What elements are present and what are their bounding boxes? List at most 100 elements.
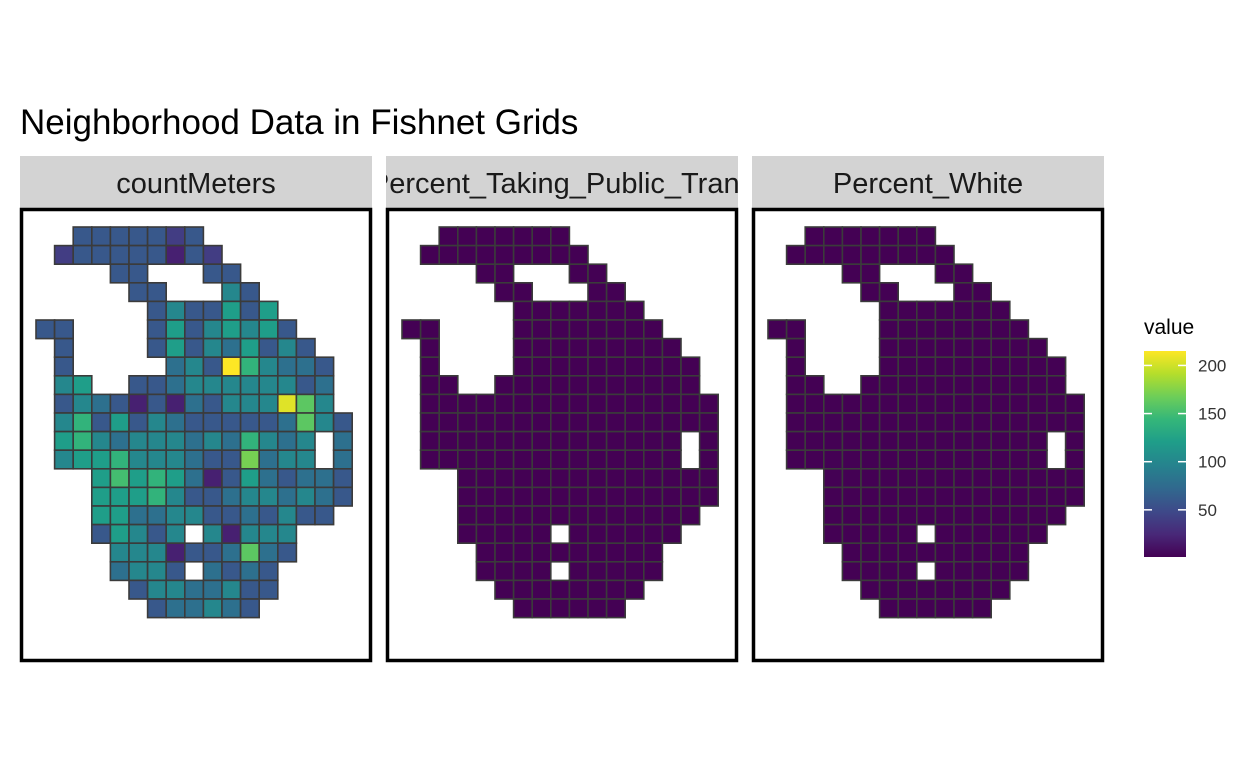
grid-cell	[878, 319, 899, 340]
grid-cell	[239, 393, 261, 414]
grid-cell	[785, 319, 806, 340]
grid-cell	[878, 244, 899, 266]
grid-cell	[531, 319, 552, 340]
grid-cell	[804, 374, 825, 396]
grid-cell	[276, 374, 298, 396]
grid-cell	[698, 449, 719, 470]
grid-cell	[934, 244, 955, 266]
grid-cell	[53, 337, 74, 359]
grid-cell	[258, 337, 279, 359]
grid-cell	[128, 393, 149, 414]
grid-cell	[475, 449, 496, 470]
grid-cell	[512, 281, 533, 303]
grid-cell	[587, 449, 608, 470]
grid-cell	[494, 412, 515, 433]
grid-cell	[221, 319, 242, 340]
grid-cell	[1064, 486, 1085, 507]
grid-cell	[258, 319, 279, 340]
grid-cell	[860, 467, 881, 489]
grid-cell	[202, 560, 223, 582]
grid-cell	[642, 412, 664, 433]
grid-cell	[419, 374, 441, 396]
grid-cell	[1008, 560, 1030, 582]
grid-cell	[128, 560, 149, 582]
grid-cell	[897, 579, 918, 600]
grid-cell	[642, 505, 664, 526]
grid-cell	[642, 374, 664, 396]
grid-cell	[202, 263, 223, 284]
grid-cell	[860, 430, 881, 452]
grid-cell	[146, 226, 168, 247]
grid-cell	[841, 244, 862, 266]
grid-cell	[822, 486, 844, 507]
grid-cell	[221, 467, 242, 489]
grid-cell	[1008, 412, 1030, 433]
grid-cell	[642, 356, 664, 377]
grid-cell	[549, 300, 571, 321]
grid-cell	[990, 579, 1011, 600]
grid-cell	[915, 244, 937, 266]
grid-cell	[841, 486, 862, 507]
grid-cell	[915, 449, 937, 470]
grid-cell	[53, 430, 74, 452]
grid-cell	[605, 505, 626, 526]
grid-cell	[494, 542, 515, 563]
grid-cell	[822, 523, 844, 544]
grid-cell	[53, 319, 74, 340]
grid-cell	[915, 300, 937, 321]
grid-cell	[605, 449, 626, 470]
grid-cell	[221, 486, 242, 507]
grid-cell	[661, 374, 682, 396]
grid-cell	[314, 374, 335, 396]
grid-cell	[1027, 393, 1048, 414]
grid-cell	[531, 430, 552, 452]
grid-cell	[202, 449, 223, 470]
grid-cell	[624, 374, 645, 396]
grid-cell	[897, 356, 918, 377]
grid-cell	[494, 449, 515, 470]
grid-cell	[72, 430, 93, 452]
grid-cell	[661, 430, 682, 452]
grid-cell	[605, 486, 626, 507]
grid-cell	[841, 226, 862, 247]
grid-cell	[456, 505, 478, 526]
grid-cell	[531, 337, 552, 359]
grid-cell	[512, 467, 533, 489]
grid-cell	[841, 449, 862, 470]
grid-cell	[841, 393, 862, 414]
grid-cell	[605, 467, 626, 489]
grid-cell	[531, 449, 552, 470]
grid-cell	[419, 412, 441, 433]
grid-cell	[128, 579, 149, 600]
grid-cell	[624, 300, 645, 321]
grid-cell	[587, 505, 608, 526]
grid-cell	[822, 467, 844, 489]
grid-cell	[202, 393, 223, 414]
grid-cell	[549, 412, 571, 433]
grid-cell	[915, 337, 937, 359]
grid-cell	[549, 356, 571, 377]
grid-cell	[897, 337, 918, 359]
grid-cell	[680, 505, 701, 526]
grid-cell	[239, 467, 261, 489]
grid-cell	[221, 412, 242, 433]
grid-cell	[1027, 412, 1048, 433]
grid-cell	[971, 281, 992, 303]
grid-cell	[934, 505, 955, 526]
grid-cell	[841, 467, 862, 489]
grid-cell	[221, 579, 242, 600]
grid-cell	[91, 226, 112, 247]
grid-cell	[276, 523, 298, 544]
grid-cell	[221, 356, 242, 377]
grid-cell	[221, 263, 242, 284]
grid-cell	[276, 449, 298, 470]
grid-cell	[512, 393, 533, 414]
grid-cell	[878, 374, 899, 396]
facet-strip-label: Percent_Taking_Public_Trans	[370, 168, 754, 200]
grid-cell	[860, 412, 881, 433]
grid-cell	[1027, 523, 1048, 544]
grid-cell	[624, 319, 645, 340]
grid-cell	[860, 579, 881, 600]
grid-cell	[878, 560, 899, 582]
grid-cell	[419, 319, 441, 340]
